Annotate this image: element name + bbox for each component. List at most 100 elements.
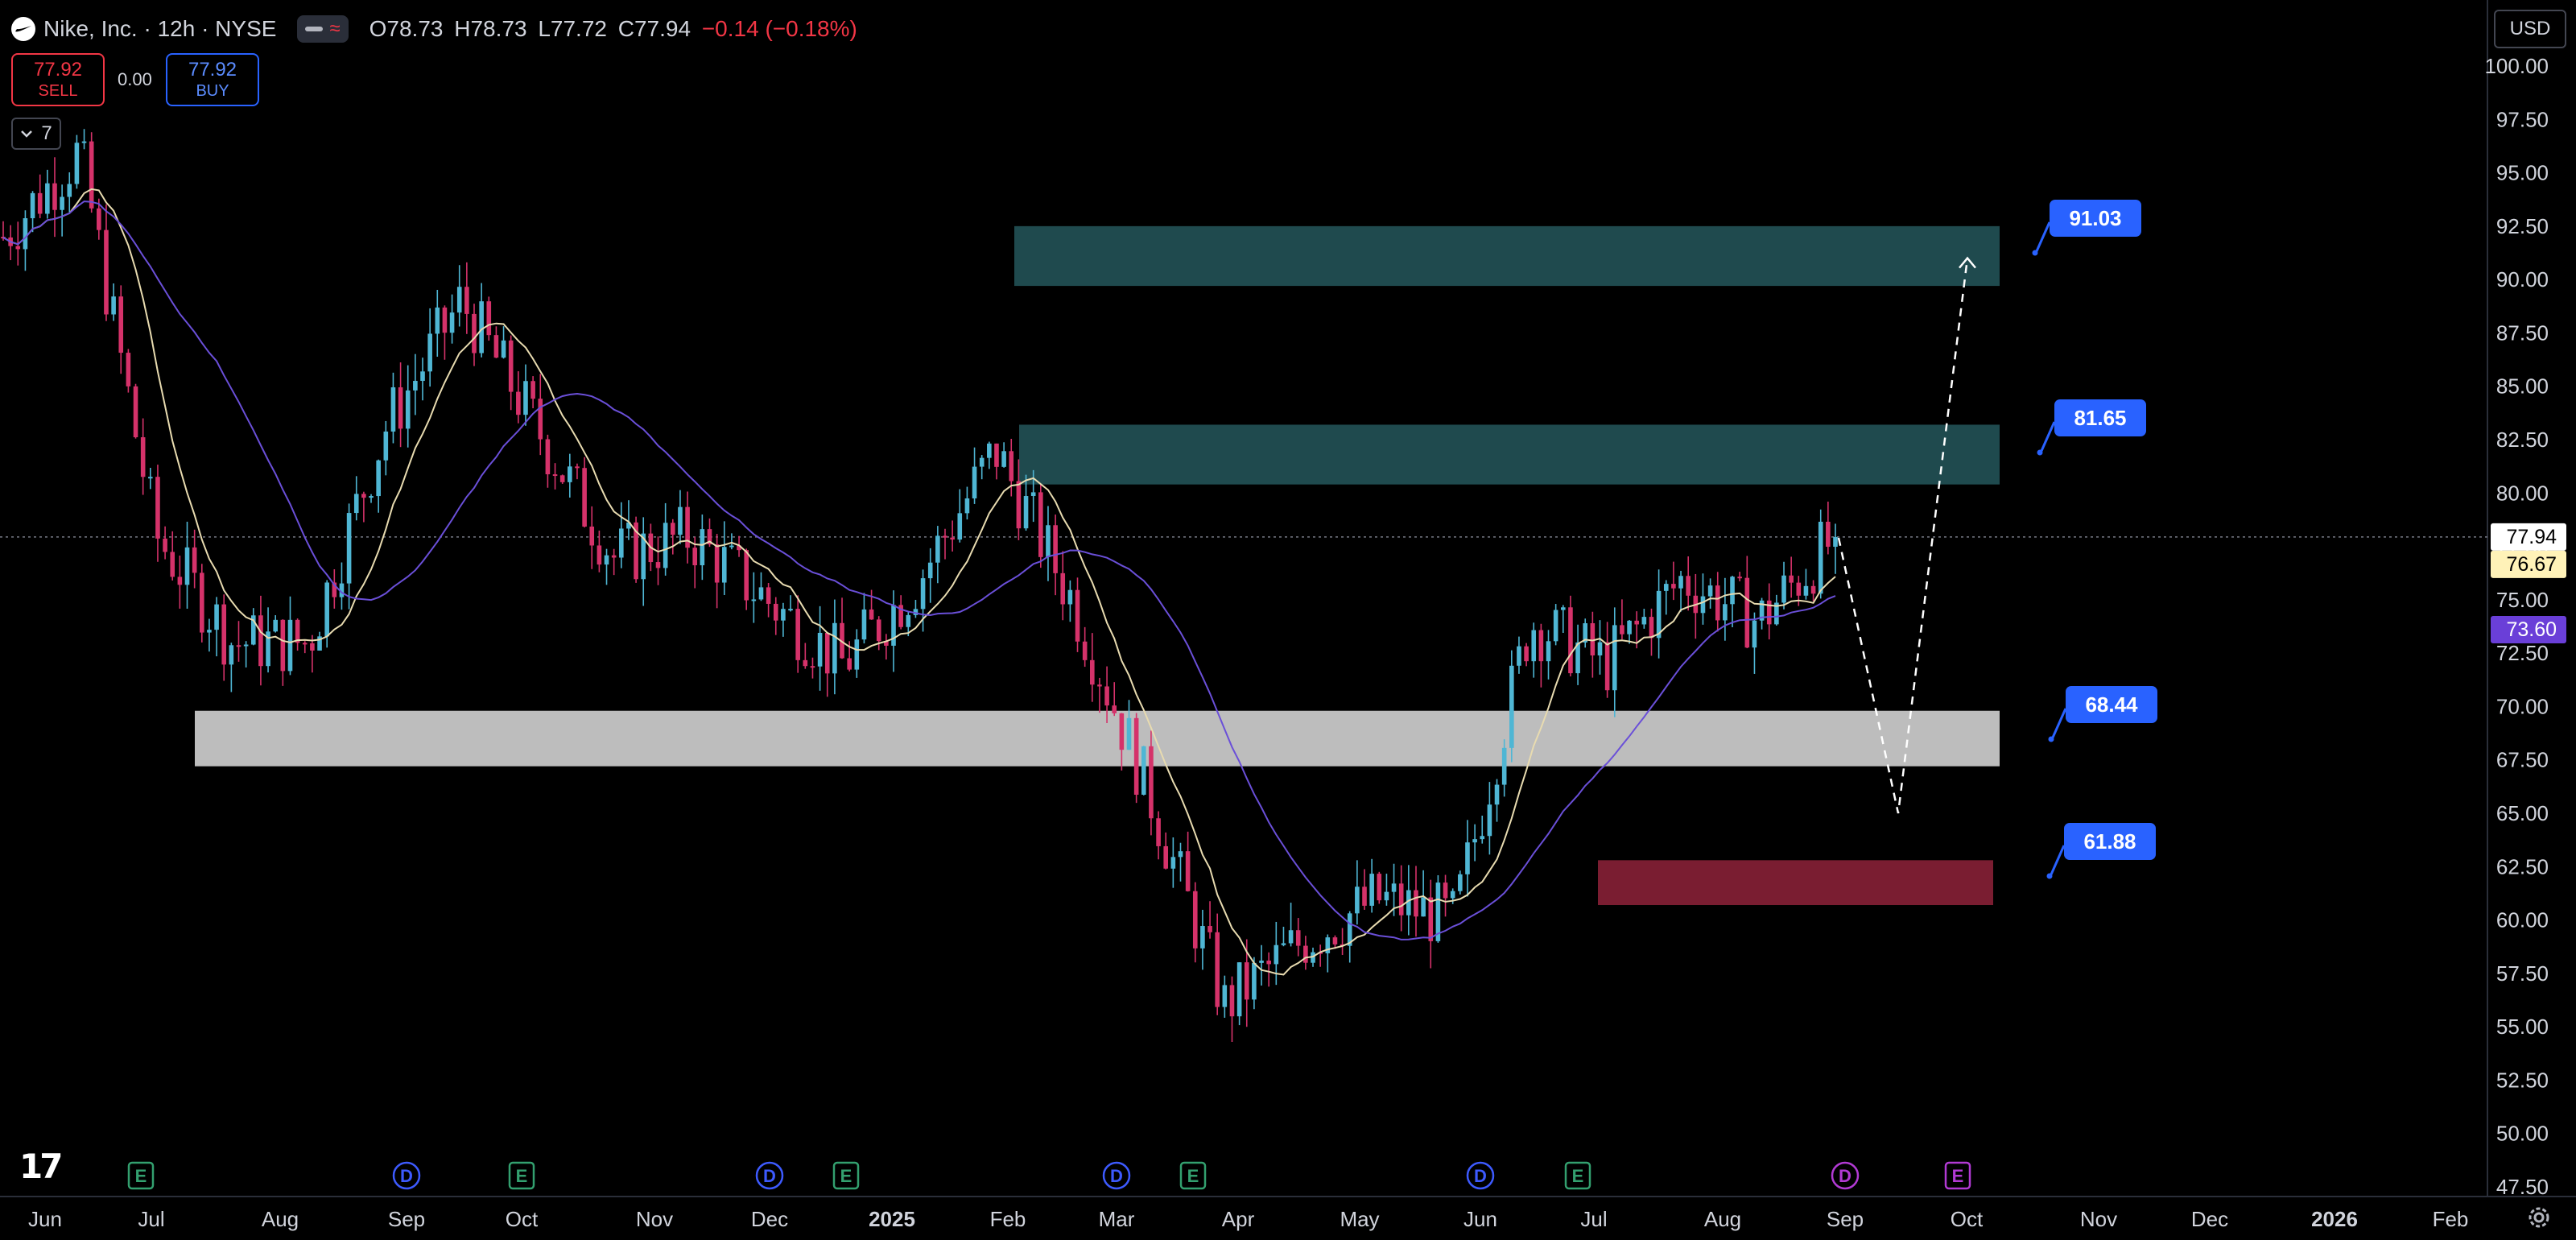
candle-body [1208, 926, 1212, 932]
candle-body [486, 301, 492, 336]
candle-body [1774, 602, 1779, 625]
candle-body [1744, 577, 1750, 648]
candle-body [332, 582, 337, 597]
candle [1252, 957, 1257, 1010]
candle-body [1487, 804, 1492, 837]
level-label-text: 91.03 [2069, 206, 2121, 230]
time-tick-label: Jul [1580, 1207, 1607, 1231]
candle-body [369, 496, 374, 498]
close-value: C77.94 [617, 16, 691, 41]
candle [1141, 746, 1146, 796]
wave-icon: ≈ [329, 18, 341, 39]
candle [30, 191, 35, 233]
candle [405, 365, 411, 448]
earnings-marker-icon[interactable]: E [127, 1161, 155, 1190]
dividend-marker-icon[interactable]: D [1466, 1161, 1495, 1190]
candle [1509, 650, 1514, 763]
earnings-marker-icon[interactable]: E [832, 1161, 860, 1190]
candle-body [1347, 913, 1352, 946]
candle-body [1185, 851, 1191, 891]
time-tick-label: Dec [2191, 1207, 2228, 1231]
earnings-marker-icon[interactable]: E [1944, 1161, 1971, 1190]
candle-body [1458, 874, 1463, 891]
candle [111, 283, 116, 321]
candle-body [1016, 481, 1022, 529]
candle [1678, 570, 1683, 612]
price-tick-label: 85.00 [2496, 374, 2549, 399]
nike-swoosh-icon[interactable] [11, 17, 35, 41]
candle [140, 418, 146, 495]
tradingview-logo-icon[interactable]: 17 [19, 1147, 63, 1186]
candle [1789, 556, 1794, 598]
candle-body [619, 528, 624, 558]
candle [148, 467, 153, 490]
candle [803, 643, 808, 669]
candle [964, 486, 970, 520]
candle-body [906, 614, 911, 627]
candle-body [1097, 684, 1102, 687]
sell-label: SELL [38, 82, 78, 100]
candle-body [604, 555, 609, 565]
candle-body [199, 572, 204, 633]
candle [1730, 576, 1735, 628]
earnings-marker-icon[interactable]: E [508, 1161, 535, 1190]
candle [1170, 837, 1176, 888]
candle-body [89, 141, 94, 209]
candle-body [530, 381, 535, 399]
marker-letter: E [135, 1166, 147, 1186]
candle-body [1833, 536, 1838, 548]
price-badge-last [2491, 523, 2566, 551]
earnings-marker-icon[interactable]: E [1179, 1161, 1207, 1190]
candle [1715, 572, 1720, 632]
candle [1575, 624, 1580, 685]
dividend-marker-icon[interactable]: D [755, 1161, 784, 1190]
dividend-marker-icon[interactable]: D [1831, 1161, 1860, 1190]
candle-body [1730, 577, 1735, 605]
candle [1744, 556, 1750, 649]
candle [287, 596, 293, 676]
marker-letter: E [1187, 1166, 1199, 1186]
marker-letter: E [1572, 1166, 1584, 1186]
dividend-marker-icon[interactable]: D [1102, 1161, 1131, 1190]
dividend-marker-icon[interactable]: D [392, 1161, 421, 1190]
candle [192, 529, 197, 589]
candle [155, 465, 160, 562]
candle-body [67, 184, 72, 197]
indicator-status-pill[interactable]: ≈ [297, 15, 349, 43]
candle-body [383, 431, 389, 461]
candle [353, 476, 359, 521]
candle-body [81, 141, 87, 143]
candle-body [1752, 620, 1757, 648]
candle [1649, 608, 1654, 656]
time-tick-label: Jun [1463, 1207, 1497, 1231]
currency-selector[interactable]: USD [2494, 10, 2566, 48]
candle-body [97, 208, 101, 230]
candle [1546, 630, 1551, 680]
candle-body [1546, 641, 1551, 662]
symbol-title[interactable]: Nike, Inc. · 12h · NYSE [43, 16, 277, 41]
candle-body [493, 335, 499, 358]
candle-body [1178, 851, 1183, 858]
sell-button[interactable]: 77.92 SELL [11, 53, 105, 106]
earnings-marker-icon[interactable]: E [1564, 1161, 1591, 1190]
candle [655, 536, 661, 585]
candle-body [1781, 575, 1786, 603]
buy-button[interactable]: 77.92 BUY [166, 53, 259, 106]
candle [1303, 936, 1308, 970]
price-badge-text: 77.94 [2506, 526, 2557, 548]
price-tick-label: 90.00 [2496, 267, 2549, 291]
candle-body [744, 550, 749, 601]
gear-icon[interactable] [2524, 1203, 2553, 1232]
candle [1826, 501, 1831, 555]
candle-body [1030, 492, 1036, 497]
candle-body [45, 183, 50, 214]
candle [611, 548, 617, 576]
candle [1583, 618, 1588, 648]
indicators-collapse-button[interactable]: 7 [11, 118, 61, 150]
candle [685, 491, 690, 564]
price-tick-label: 95.00 [2496, 161, 2549, 185]
price-tick-label: 50.00 [2496, 1122, 2549, 1146]
candle [317, 631, 322, 651]
candle-body [545, 439, 551, 475]
